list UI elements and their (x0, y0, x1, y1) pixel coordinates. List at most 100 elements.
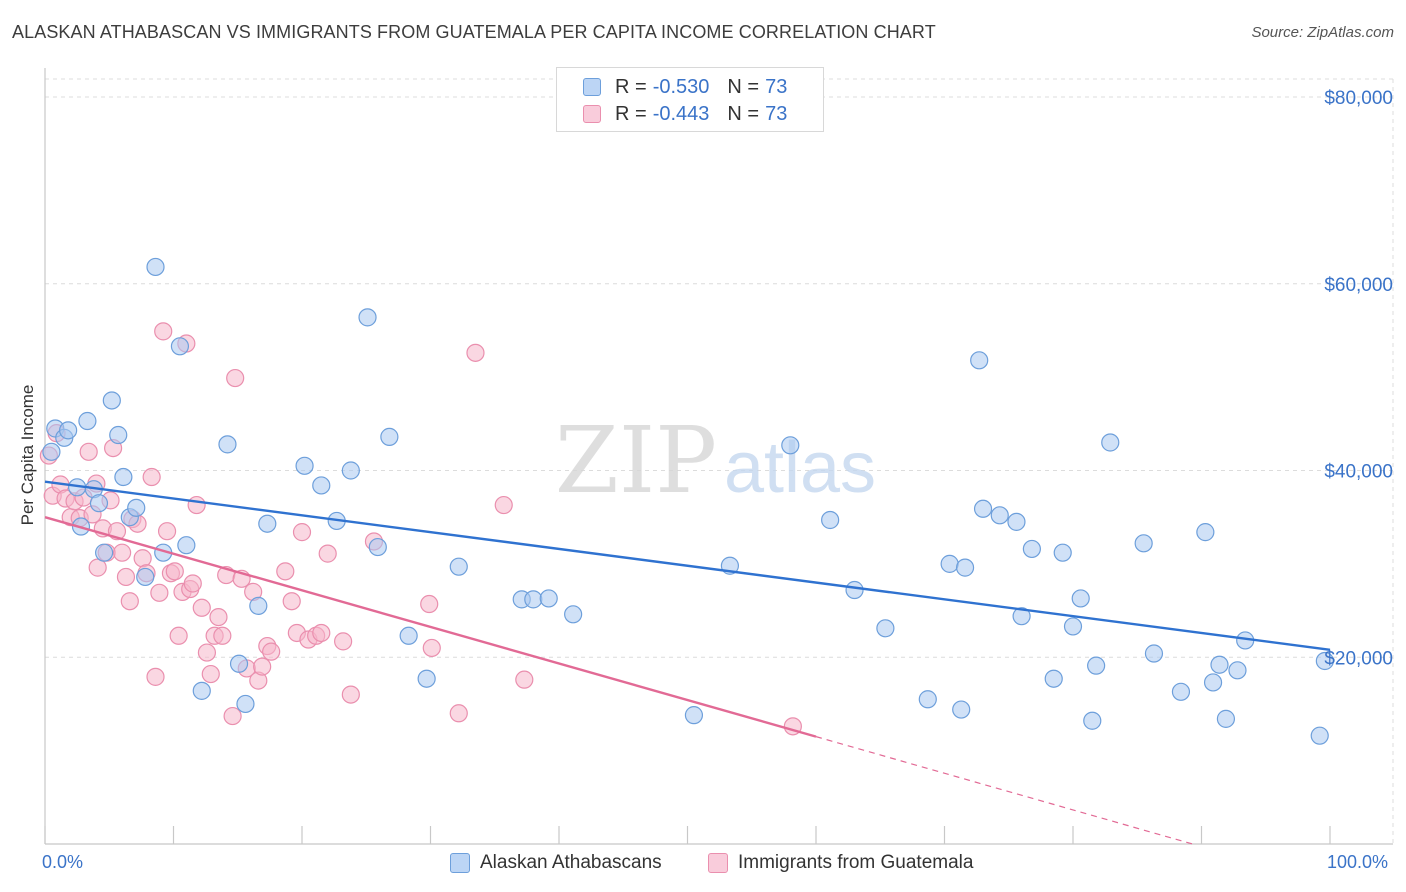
legend-r-label: R = (615, 102, 647, 125)
data-point-athabascan (876, 619, 895, 638)
legend-n-value: 73 (765, 102, 788, 125)
legend-n-label: N = (727, 102, 760, 125)
data-point-guatemala (292, 523, 312, 542)
bottom-legend-label: Alaskan Athabascans (480, 852, 662, 873)
y-tick-label: $80,000 (1324, 88, 1393, 109)
source-credit: Source: ZipAtlas.com (1251, 24, 1394, 41)
data-point-athabascan (1063, 617, 1083, 636)
data-point-guatemala (146, 667, 165, 686)
data-point-athabascan (229, 654, 249, 673)
data-point-guatemala (187, 495, 206, 515)
data-point-athabascan (539, 589, 558, 608)
data-point-athabascan (973, 499, 993, 518)
data-point-guatemala (422, 638, 441, 658)
legend-r-value: -0.530 (652, 75, 710, 98)
data-point-guatemala (183, 574, 202, 593)
legend-row-guatemala: R = -0.443 N = 73 (583, 102, 805, 126)
data-point-guatemala (150, 583, 169, 602)
data-point-athabascan (970, 351, 989, 370)
data-point-guatemala (120, 592, 139, 611)
legend-r-value: -0.443 (652, 102, 710, 125)
data-point-athabascan (236, 694, 255, 714)
data-point-athabascan (940, 554, 959, 573)
data-point-athabascan (399, 626, 418, 645)
trend-lines (44, 480, 1331, 845)
data-point-athabascan (102, 391, 121, 410)
correlation-legend: R = -0.530 N = 73 R = -0.443 N = 73 (556, 67, 824, 132)
data-point-guatemala (223, 706, 242, 726)
data-point-guatemala (192, 598, 211, 617)
y-tick-label: $20,000 (1324, 648, 1393, 669)
y-tick-labels: $20,000 $40,000 $60,000 $80,000 (1324, 88, 1393, 669)
series-athabascan-points (42, 257, 1334, 745)
data-point-guatemala (449, 704, 468, 723)
data-point-athabascan (170, 337, 190, 356)
data-point-athabascan (59, 421, 78, 440)
axes (44, 68, 1393, 845)
data-point-guatemala (318, 544, 337, 563)
data-point-athabascan (127, 498, 146, 517)
data-point-guatemala (154, 322, 173, 341)
gridlines (45, 78, 1394, 844)
data-point-athabascan (417, 669, 436, 688)
data-point-athabascan (95, 543, 114, 562)
data-point-athabascan (1210, 655, 1229, 674)
data-point-athabascan (1053, 543, 1072, 562)
data-point-guatemala (133, 549, 152, 568)
y-axis-label: Per Capita Income (18, 384, 37, 526)
data-point-athabascan (358, 308, 377, 327)
data-point-athabascan (952, 700, 971, 719)
data-point-athabascan (1171, 682, 1191, 701)
bottom-legend-swatch-blue (450, 853, 470, 873)
x-tick-label-min: 0.0% (42, 852, 84, 872)
data-point-guatemala (341, 685, 360, 704)
bottom-legend-guatemala: Immigrants from Guatemala (708, 852, 973, 874)
data-point-athabascan (136, 567, 155, 587)
x-tick-label-max: 100.0% (1327, 852, 1389, 872)
data-point-guatemala (79, 442, 98, 461)
legend-swatch-blue (583, 78, 601, 96)
data-point-athabascan (89, 494, 109, 513)
bottom-legend-label: Immigrants from Guatemala (738, 852, 974, 873)
y-tick-label: $60,000 (1324, 275, 1393, 296)
data-point-athabascan (781, 436, 800, 455)
data-point-athabascan (258, 514, 277, 533)
data-point-athabascan (524, 590, 543, 609)
data-point-athabascan (295, 456, 314, 475)
watermark: ZIP atlas (555, 407, 876, 514)
legend-r-label: R = (615, 75, 647, 98)
data-point-athabascan (218, 435, 237, 454)
data-point-athabascan (109, 425, 128, 445)
data-point-athabascan (1144, 644, 1164, 663)
data-point-athabascan (368, 537, 387, 557)
data-point-guatemala (466, 343, 485, 362)
data-point-athabascan (821, 510, 840, 530)
data-point-athabascan (78, 411, 97, 431)
data-point-athabascan (1007, 512, 1026, 531)
data-point-athabascan (1228, 661, 1247, 680)
data-point-athabascan (1196, 523, 1215, 542)
data-point-athabascan (1044, 669, 1063, 688)
chart-title: ALASKAN ATHABASCAN VS IMMIGRANTS FROM GU… (12, 22, 936, 42)
data-point-athabascan (1012, 607, 1031, 626)
data-point-athabascan (1071, 589, 1090, 608)
data-point-guatemala (209, 607, 228, 627)
data-point-athabascan (192, 681, 211, 700)
data-point-guatemala (420, 594, 439, 614)
data-point-guatemala (282, 592, 301, 611)
legend-swatch-pink (583, 105, 601, 123)
data-point-athabascan (249, 596, 268, 615)
data-point-athabascan (1087, 656, 1106, 675)
data-point-guatemala (262, 642, 281, 661)
legend-row-athabascan: R = -0.530 N = 73 (583, 75, 805, 99)
watermark-zip: ZIP (555, 407, 717, 514)
bottom-legend-swatch-pink (708, 853, 728, 873)
data-point-guatemala (213, 626, 232, 645)
data-point-athabascan (114, 467, 133, 487)
trend-line-athabascan (44, 480, 1331, 651)
data-point-guatemala (197, 643, 217, 662)
y-tick-label: $40,000 (1324, 462, 1393, 483)
data-point-athabascan (684, 706, 704, 725)
trend-line-guatemala-extension (815, 736, 1193, 845)
data-point-guatemala (515, 670, 534, 689)
